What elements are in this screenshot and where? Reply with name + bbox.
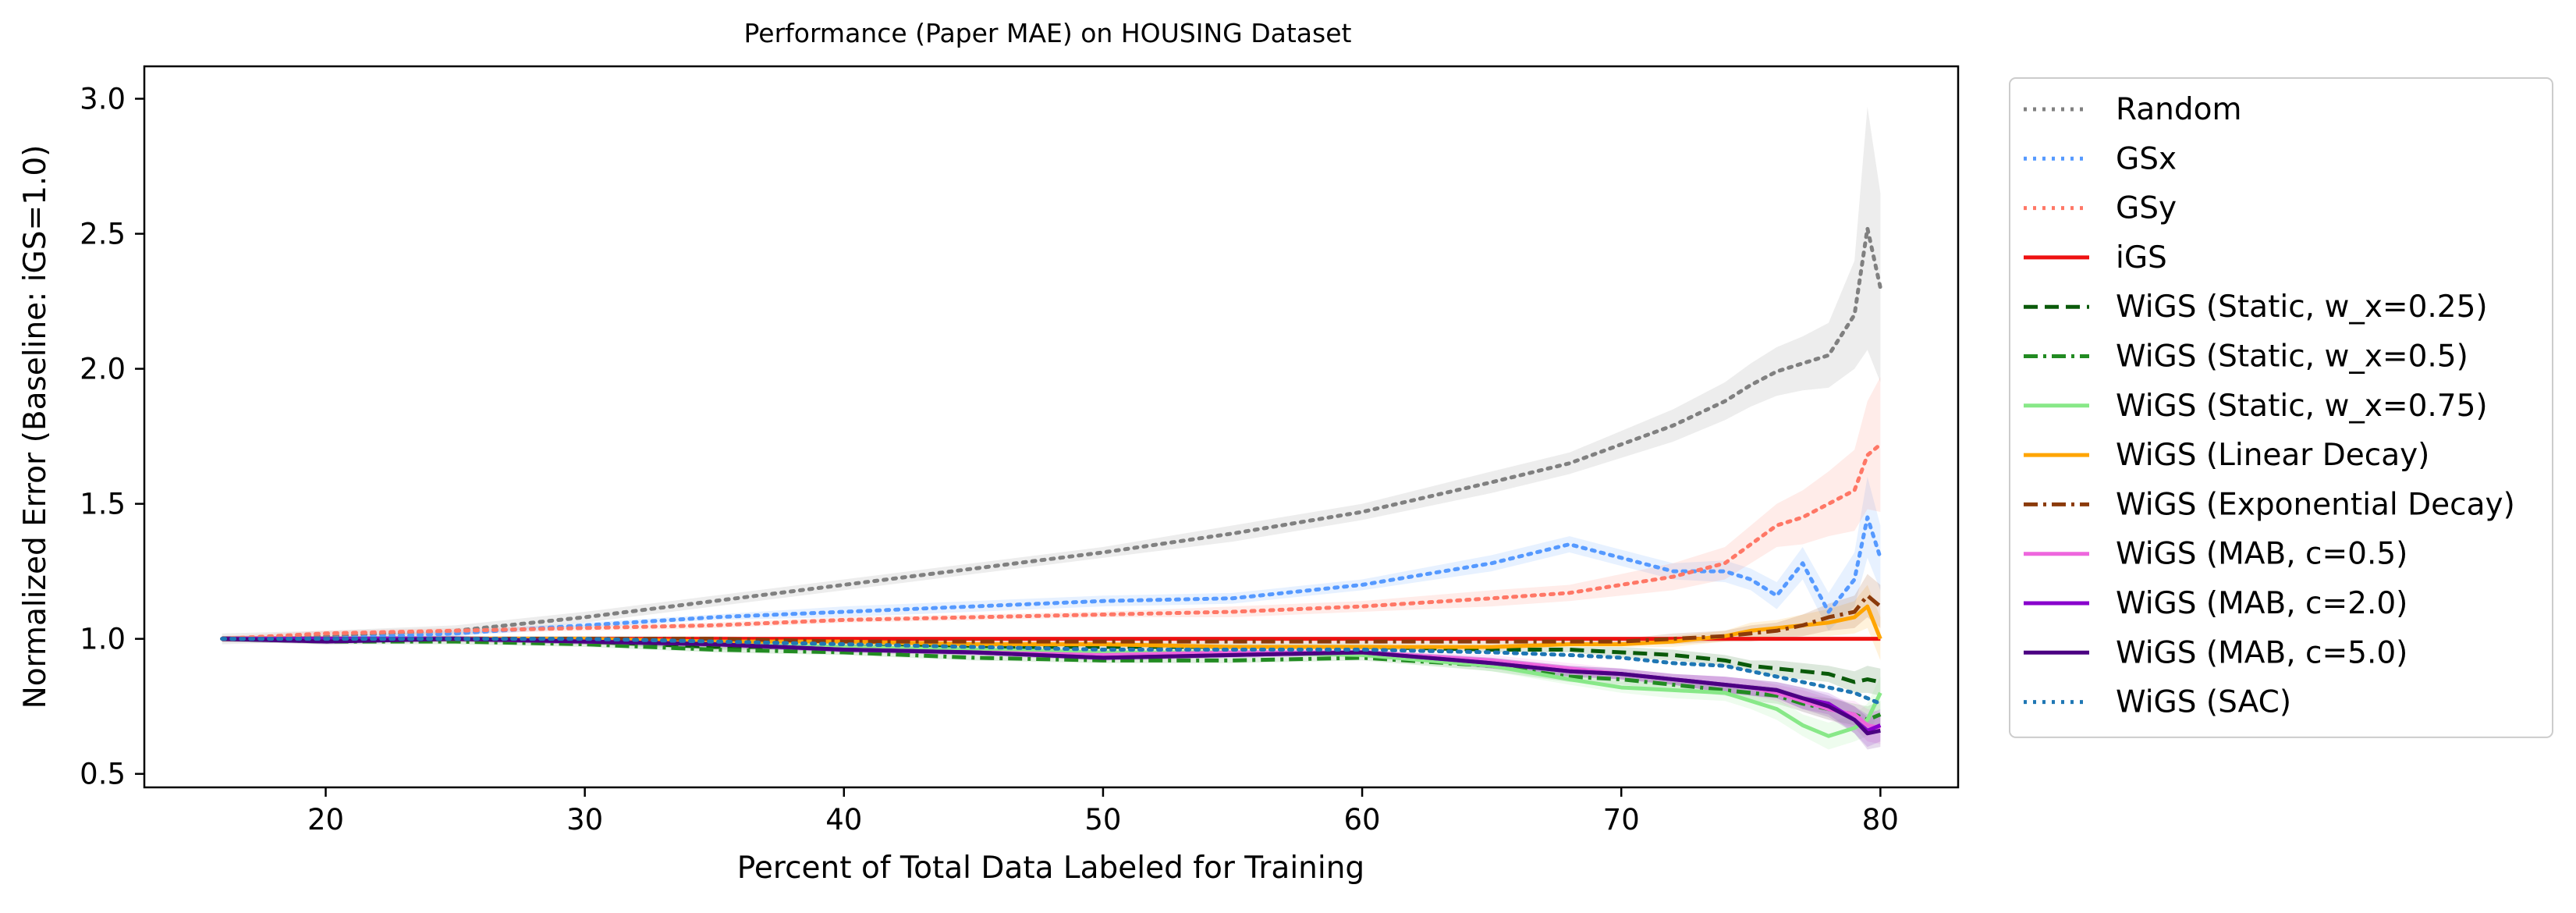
legend-label: iGS xyxy=(2116,240,2167,275)
y-tick-label: 2.0 xyxy=(80,353,126,386)
legend-label: GSx xyxy=(2116,141,2177,176)
legend-label: GSy xyxy=(2116,191,2177,226)
series-line-random xyxy=(220,226,1882,641)
plot-frame xyxy=(143,65,1960,789)
legend-label: WiGS (Linear Decay) xyxy=(2116,438,2429,473)
series-line-wigs-sac xyxy=(220,637,1882,706)
y-tick-label: 3.0 xyxy=(80,83,126,116)
legend-label: WiGS (Exponential Decay) xyxy=(2116,487,2515,522)
y-tick-label: 2.5 xyxy=(80,218,126,251)
x-tick-label: 70 xyxy=(1603,803,1640,837)
x-tick-label: 60 xyxy=(1344,803,1381,837)
legend-label: WiGS (Static, w_x=0.5) xyxy=(2116,339,2468,375)
series-line-gsx xyxy=(220,515,1882,641)
y-tick-label: 1.5 xyxy=(80,488,126,521)
legend-label: WiGS (Static, w_x=0.75) xyxy=(2116,389,2488,424)
x-tick-label: 80 xyxy=(1862,803,1899,837)
legend-label: WiGS (SAC) xyxy=(2116,685,2291,720)
legend-box xyxy=(2009,77,2553,738)
lines-layer xyxy=(220,226,1882,738)
y-tick-label: 0.5 xyxy=(80,758,126,791)
series-line-gsy xyxy=(220,442,1882,641)
x-tick-label: 40 xyxy=(825,803,862,837)
legend: Random GSx GSy iGS WiGS (Static, w_x=0.25) Wi… xyxy=(2009,77,2553,738)
legend-label: WiGS (MAB, c=2.0) xyxy=(2116,586,2407,621)
x-axis: 20 30 40 50 60 70 80 xyxy=(307,787,1899,837)
x-axis-label: Percent of Total Data Labeled for Traini… xyxy=(737,851,1364,886)
series-line-wigs-static-w-x-0-5 xyxy=(222,637,1882,722)
legend-label: WiGS (MAB, c=0.5) xyxy=(2116,537,2407,572)
series-line-wigs-mab-c-5-0 xyxy=(222,637,1881,736)
legend-label: Random xyxy=(2116,92,2241,127)
y-tick-label: 1.0 xyxy=(80,623,126,656)
x-tick-label: 50 xyxy=(1084,803,1121,837)
chart-title: Performance (Paper MAE) on HOUSING Datas… xyxy=(744,18,1352,48)
x-tick-label: 30 xyxy=(566,803,603,837)
x-tick-label: 20 xyxy=(307,803,344,837)
legend-label: WiGS (Static, w_x=0.25) xyxy=(2116,290,2488,325)
legend-label: WiGS (MAB, c=5.0) xyxy=(2116,635,2407,670)
y-axis-label: Normalized Error (Baseline: iGS=1.0) xyxy=(18,145,53,709)
series-line-wigs-exponential-decay xyxy=(222,593,1882,644)
y-axis: 0.5 1.0 1.5 2.0 2.5 3.0 xyxy=(80,83,144,791)
